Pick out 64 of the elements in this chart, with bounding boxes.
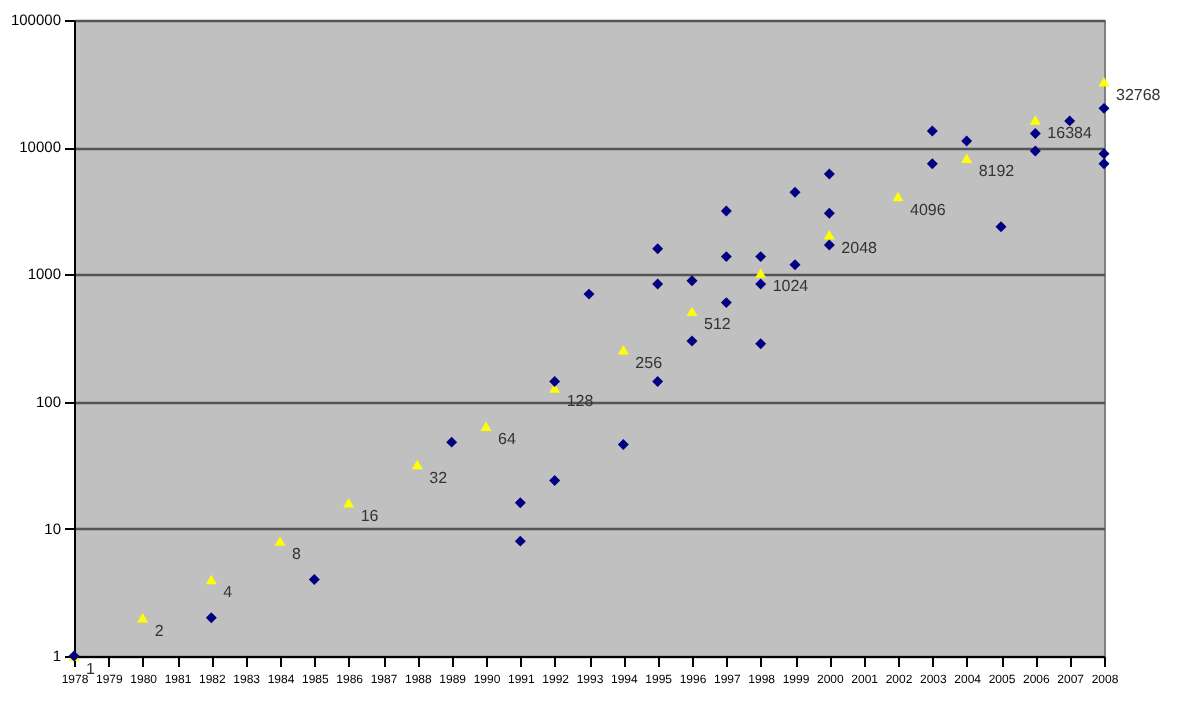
point — [755, 338, 767, 350]
point — [583, 288, 595, 300]
point — [205, 612, 217, 624]
data-label: 2048 — [841, 238, 879, 257]
point — [892, 191, 904, 202]
point — [411, 459, 423, 470]
point — [755, 251, 767, 263]
point — [961, 135, 973, 147]
point — [308, 573, 320, 585]
data-label: 16 — [360, 506, 380, 525]
point — [549, 474, 561, 486]
point — [995, 221, 1007, 233]
point — [789, 259, 801, 271]
data-label: 4 — [223, 583, 234, 602]
point — [617, 344, 629, 355]
point — [1098, 102, 1110, 114]
point — [549, 375, 561, 387]
point — [823, 239, 835, 251]
data-label: 16384 — [1047, 123, 1093, 142]
data-label: 32768 — [1116, 85, 1162, 104]
data-label: 8 — [292, 545, 302, 564]
point — [137, 612, 149, 623]
point — [652, 243, 664, 255]
point — [823, 168, 835, 180]
point — [686, 335, 698, 347]
data-label: 1024 — [772, 277, 810, 296]
point — [926, 125, 938, 137]
point — [926, 158, 938, 170]
data-label: 1 — [86, 660, 96, 678]
point — [1029, 115, 1041, 125]
point — [823, 230, 835, 240]
point — [343, 498, 355, 508]
point — [205, 574, 217, 585]
point — [652, 375, 664, 387]
point — [686, 306, 698, 317]
point — [446, 436, 458, 448]
point — [1098, 148, 1110, 160]
data-label: 512 — [704, 315, 732, 334]
point — [514, 535, 526, 547]
point — [1064, 115, 1076, 127]
point — [823, 207, 835, 219]
data-label: 8192 — [978, 162, 1016, 181]
point — [1029, 145, 1041, 157]
data-label: 2 — [154, 621, 165, 640]
data-label: 32 — [429, 468, 449, 487]
point — [755, 278, 767, 290]
point — [617, 439, 629, 450]
data-label: 64 — [498, 430, 517, 449]
point — [961, 153, 973, 163]
data-label: 256 — [635, 353, 664, 372]
point — [480, 421, 492, 431]
point — [1098, 158, 1110, 170]
point — [686, 275, 698, 287]
point — [789, 186, 801, 198]
point — [755, 268, 767, 278]
point — [1098, 76, 1110, 87]
point — [274, 536, 286, 546]
point — [1029, 128, 1041, 140]
point — [652, 278, 664, 290]
point — [720, 251, 732, 263]
point — [720, 205, 732, 217]
data-label: 4096 — [910, 200, 947, 219]
point — [720, 297, 732, 309]
point — [514, 497, 526, 509]
